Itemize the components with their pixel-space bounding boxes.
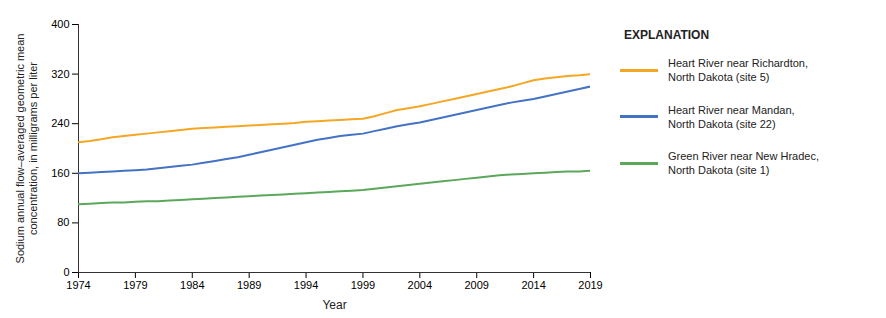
svg-text:320: 320 bbox=[51, 68, 69, 80]
svg-text:2004: 2004 bbox=[408, 279, 432, 291]
svg-text:160: 160 bbox=[51, 167, 69, 179]
svg-text:400: 400 bbox=[51, 18, 69, 30]
svg-text:1994: 1994 bbox=[294, 279, 318, 291]
html-text:Green River near New Hradec, N: Green River near New Hradec, North Dakot… bbox=[668, 150, 819, 177]
svg-text:1999: 1999 bbox=[351, 279, 375, 291]
html-text:EXPLANATION: EXPLANATION bbox=[624, 28, 710, 42]
html-text:Heart River near Richardton, N: Heart River near Richardton, North Dakot… bbox=[668, 57, 808, 84]
html-text:Heart River near Mandan, North: Heart River near Mandan, North Dakota (s… bbox=[668, 103, 795, 130]
svg-text:Sodium annual flow–averaged ge: Sodium annual flow–averaged geometric me… bbox=[14, 34, 39, 264]
svg-text:80: 80 bbox=[57, 216, 69, 228]
svg-text:2009: 2009 bbox=[464, 279, 488, 291]
svg-text:Year: Year bbox=[322, 298, 346, 312]
svg-text:1974: 1974 bbox=[66, 279, 90, 291]
svg-text:1979: 1979 bbox=[123, 279, 147, 291]
svg-text:1989: 1989 bbox=[237, 279, 261, 291]
svg-text:2014: 2014 bbox=[521, 279, 545, 291]
svg-text:0: 0 bbox=[63, 266, 69, 278]
svg-text:1984: 1984 bbox=[180, 279, 204, 291]
svg-text:2019: 2019 bbox=[578, 279, 602, 291]
svg-text:240: 240 bbox=[51, 117, 69, 129]
